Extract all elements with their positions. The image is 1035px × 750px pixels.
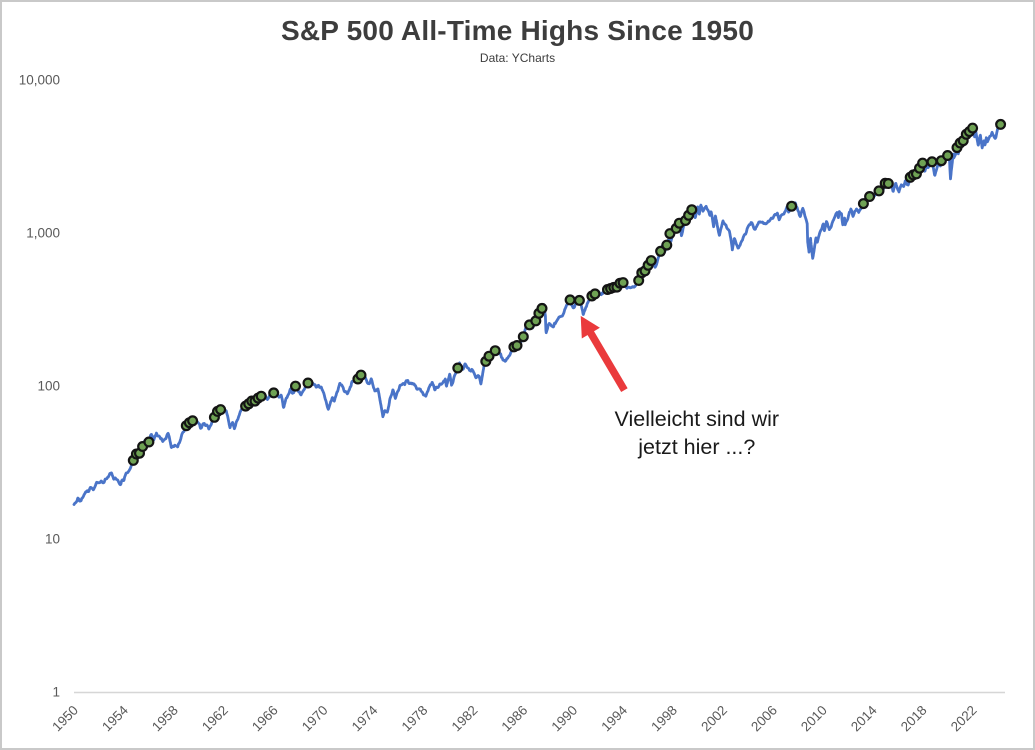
x-tick-label: 1962 — [199, 703, 231, 735]
ath-dot — [143, 436, 155, 448]
ath-dot — [995, 118, 1007, 130]
x-tick-label: 1978 — [399, 703, 431, 735]
annotation-group: Vielleicht sind wir jetzt hier ...? — [580, 315, 780, 459]
x-tick-label: 1950 — [49, 703, 81, 735]
ath-dot — [355, 369, 367, 381]
ath-dot — [573, 294, 585, 306]
ath-dot — [302, 377, 314, 389]
x-tick-label: 2002 — [698, 703, 730, 735]
ath-dot — [917, 157, 929, 169]
y-tick-label: 1 — [52, 685, 60, 700]
ath-dot — [511, 340, 523, 352]
annotation-arrow-head-icon — [580, 315, 600, 339]
y-axis-tick-labels: 10,000 1,000 100 10 1 — [19, 73, 60, 700]
x-tick-label: 2006 — [748, 703, 780, 735]
ath-dot — [215, 404, 227, 416]
ath-dot — [617, 277, 629, 289]
ath-dot — [489, 345, 501, 357]
ath-dot — [873, 185, 885, 197]
y-tick-label: 1,000 — [26, 226, 60, 241]
chart-subtitle: Data: YCharts — [479, 51, 556, 65]
ath-dot — [564, 294, 576, 306]
ath-dot — [255, 390, 267, 402]
ath-dot — [452, 362, 464, 374]
x-tick-label: 1982 — [449, 703, 481, 735]
annotation-text-line-1: Vielleicht sind wir — [615, 407, 780, 431]
x-tick-label: 1974 — [349, 702, 381, 734]
ath-dot — [187, 415, 199, 427]
x-tick-label: 2022 — [948, 703, 980, 735]
x-tick-label: 1958 — [149, 703, 181, 735]
x-tick-label: 1994 — [598, 702, 630, 734]
x-axis-tick-labels: 1950 1954 1958 1962 1966 1970 1974 1978 1982 1986… — [49, 702, 979, 734]
ath-dot — [882, 178, 894, 190]
x-tick-label: 2018 — [898, 703, 930, 735]
ath-dot — [589, 288, 601, 300]
ath-dot — [967, 122, 979, 134]
ath-dot — [857, 198, 869, 210]
y-tick-label: 10,000 — [19, 73, 60, 88]
x-tick-label: 1966 — [249, 703, 281, 735]
annotation-arrow-shaft — [586, 328, 628, 393]
all-time-high-dots — [127, 118, 1007, 466]
chart-title: S&P 500 All-Time Highs Since 1950 — [281, 15, 754, 46]
ath-dot — [786, 200, 798, 212]
ath-dot — [655, 245, 667, 257]
x-tick-label: 1998 — [648, 703, 680, 735]
x-tick-label: 2010 — [798, 703, 830, 735]
ath-dot — [290, 380, 302, 392]
ath-dot — [517, 331, 529, 343]
x-tick-label: 2014 — [848, 702, 880, 734]
ath-dot — [661, 239, 673, 251]
x-tick-label: 1970 — [299, 703, 331, 735]
ath-dot — [926, 156, 938, 168]
ath-dot — [864, 191, 876, 203]
ath-dot — [942, 150, 954, 162]
x-tick-label: 1954 — [99, 702, 131, 734]
x-tick-label: 1986 — [499, 703, 531, 735]
ath-dot — [686, 204, 698, 216]
ath-dot — [268, 387, 280, 399]
x-tick-label: 1990 — [548, 703, 580, 735]
y-tick-label: 10 — [45, 532, 60, 547]
annotation-text-line-2: jetzt hier ...? — [637, 435, 755, 459]
y-tick-label: 100 — [37, 379, 60, 394]
ath-dot — [536, 302, 548, 314]
ath-dot — [645, 255, 657, 267]
